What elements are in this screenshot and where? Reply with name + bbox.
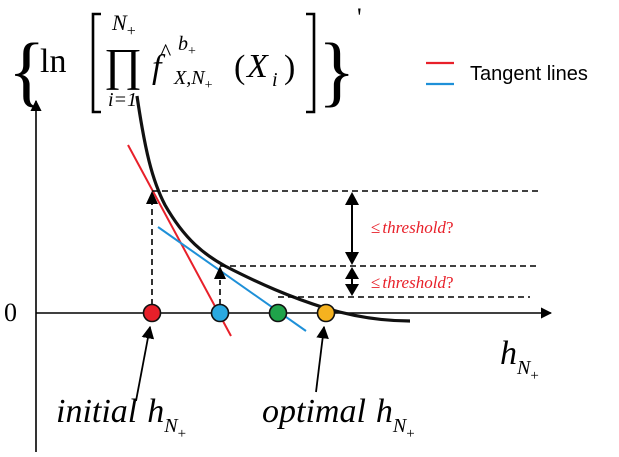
formula-arg-open: ( [234, 49, 245, 86]
formula-f-subscript: X,N+ [173, 67, 213, 93]
dashed-guides [151, 190, 538, 305]
third-point [268, 303, 288, 323]
formula-upper-limit: N+ [111, 10, 136, 40]
formula-hat: ^ [160, 40, 171, 66]
second-point [210, 303, 230, 323]
formula-left-bracket [91, 12, 101, 114]
formula-arg-sub: i [272, 69, 278, 91]
optimal-h-label: optimal hN+ [262, 393, 415, 442]
formula-f-superscript: b+ [178, 33, 196, 59]
formula-product: ∏ [104, 39, 142, 90]
iteration-points [142, 303, 336, 323]
derivative-curve [135, 95, 411, 323]
formula-left-brace: { [8, 27, 45, 114]
initial-h-label: initial hN+ [56, 393, 186, 442]
formula-right-brace: } [318, 27, 355, 114]
threshold-label-1: ≤ threshold? [371, 218, 453, 237]
optimal-annotation-arrow [315, 325, 329, 393]
second-vertical-arrowhead [214, 266, 226, 279]
formula: { } ln N+ ∏ i=1 ^ f b+ X,N+ ( X i ) ' [8, 3, 362, 114]
legend: Tangent lines [426, 61, 588, 86]
red-tangent-line [127, 144, 232, 337]
initial-point [142, 303, 162, 323]
formula-prime: ' [357, 3, 362, 32]
axes: 0 hN+ [4, 99, 553, 452]
optimal-point [316, 303, 336, 323]
legend-label: Tangent lines [470, 63, 588, 85]
formula-lower-limit: i=1 [108, 89, 137, 111]
formula-right-bracket [306, 12, 316, 114]
x-axis-label: hN+ [500, 335, 539, 384]
initial-vertical-arrowhead [146, 191, 158, 204]
threshold-label-2: ≤ threshold? [371, 273, 453, 292]
formula-ln: ln [40, 43, 66, 80]
origin-label: 0 [4, 298, 17, 327]
initial-annotation-arrow [135, 325, 155, 402]
formula-arg-close: ) [284, 49, 295, 86]
formula-arg: X [245, 48, 269, 85]
threshold-arrows [345, 192, 359, 296]
